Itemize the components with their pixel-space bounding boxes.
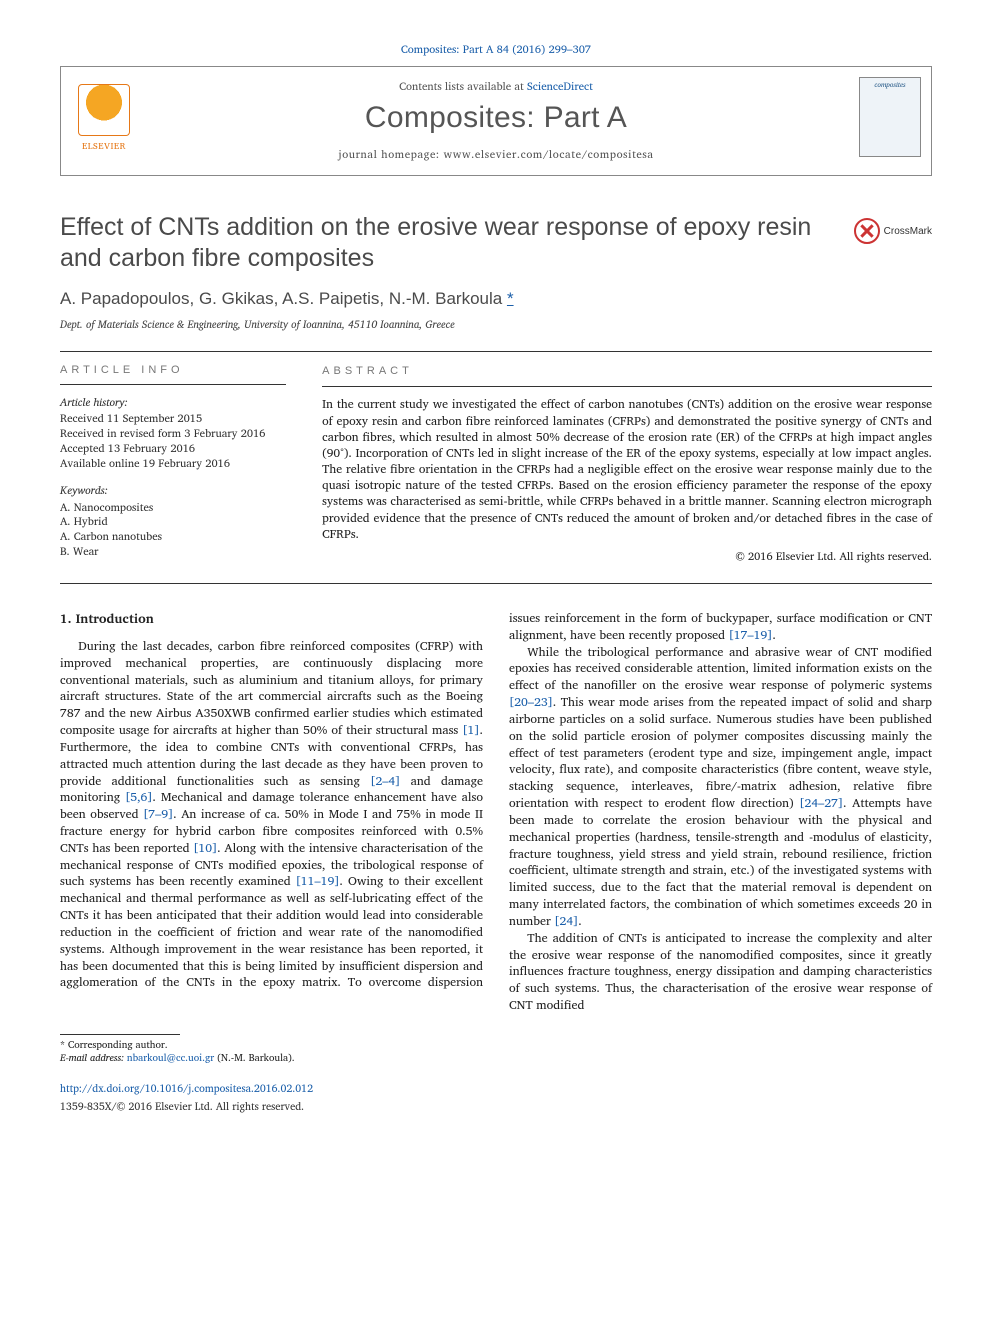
email-label: E-mail address: — [60, 1050, 127, 1066]
journal-reference: Composites: Part A 84 (2016) 299–307 — [60, 40, 932, 58]
homepage-prefix: journal homepage: — [338, 145, 443, 163]
article-history: Article history: Received 11 September 2… — [60, 395, 286, 471]
article-info-column: ARTICLE INFO Article history: Received 1… — [60, 352, 304, 583]
article-body: 1. Introduction During the last decades,… — [60, 610, 932, 1014]
journal-cover-thumbnail: composites — [859, 77, 921, 157]
doi-block: http://dx.doi.org/10.1016/j.compositesa.… — [60, 1079, 932, 1115]
body-paragraph: While the tribological performance and a… — [509, 644, 932, 930]
publisher-logo: ELSEVIER — [71, 77, 137, 153]
corresponding-author-marker[interactable]: * — [507, 289, 514, 308]
journal-header: ELSEVIER composites Contents lists avail… — [60, 66, 932, 176]
copyright-line: © 2016 Elsevier Ltd. All rights reserved… — [322, 549, 932, 564]
article-title: Effect of CNTs addition on the erosive w… — [60, 212, 840, 275]
crossmark-label: CrossMark — [884, 226, 932, 237]
journal-ref-link[interactable]: Composites: Part A 84 (2016) 299–307 — [401, 40, 591, 58]
contents-prefix: Contents lists available at — [399, 77, 527, 95]
journal-name: Composites: Part A — [75, 101, 917, 135]
crossmark-icon — [854, 218, 880, 244]
history-item: Available online 19 February 2016 — [60, 456, 286, 471]
history-header: Article history: — [60, 395, 286, 410]
sciencedirect-link[interactable]: ScienceDirect — [527, 77, 593, 95]
email-link[interactable]: nbarkoul@cc.uoi.gr — [127, 1050, 214, 1066]
contents-list-line: Contents lists available at ScienceDirec… — [75, 77, 917, 95]
divider — [60, 583, 932, 584]
section-heading-introduction: 1. Introduction — [60, 610, 483, 628]
article-info-label: ARTICLE INFO — [60, 364, 286, 376]
email-suffix: (N.-M. Barkoula). — [214, 1050, 295, 1066]
abstract-column: ABSTRACT In the current study we investi… — [304, 352, 932, 583]
abstract-label: ABSTRACT — [322, 364, 932, 379]
keyword: B. Wear — [60, 544, 286, 559]
abstract-text: In the current study we investigated the… — [322, 397, 932, 543]
issn-copyright: 1359-835X/© 2016 Elsevier Ltd. All right… — [60, 1097, 932, 1115]
publisher-name: ELSEVIER — [82, 138, 126, 153]
email-line: E-mail address: nbarkoul@cc.uoi.gr (N.-M… — [60, 1052, 932, 1065]
homepage-url: www.elsevier.com/locate/compositesa — [444, 145, 654, 163]
footnotes: * Corresponding author. E-mail address: … — [60, 1039, 932, 1065]
authors: A. Papadopoulos, G. Gkikas, A.S. Paipeti… — [60, 289, 932, 309]
journal-homepage: journal homepage: www.elsevier.com/locat… — [75, 145, 917, 163]
doi-link[interactable]: http://dx.doi.org/10.1016/j.compositesa.… — [60, 1079, 313, 1097]
elsevier-tree-icon — [78, 84, 130, 136]
keywords: Keywords: A. Nanocomposites A. Hybrid A.… — [60, 483, 286, 559]
affiliation: Dept. of Materials Science & Engineering… — [60, 315, 932, 333]
footnote-divider — [60, 1034, 180, 1035]
body-paragraph: The addition of CNTs is anticipated to i… — [509, 930, 932, 1014]
author-names: A. Papadopoulos, G. Gkikas, A.S. Paipeti… — [60, 289, 507, 308]
crossmark[interactable]: CrossMark — [854, 218, 932, 244]
keywords-header: Keywords: — [60, 483, 286, 498]
